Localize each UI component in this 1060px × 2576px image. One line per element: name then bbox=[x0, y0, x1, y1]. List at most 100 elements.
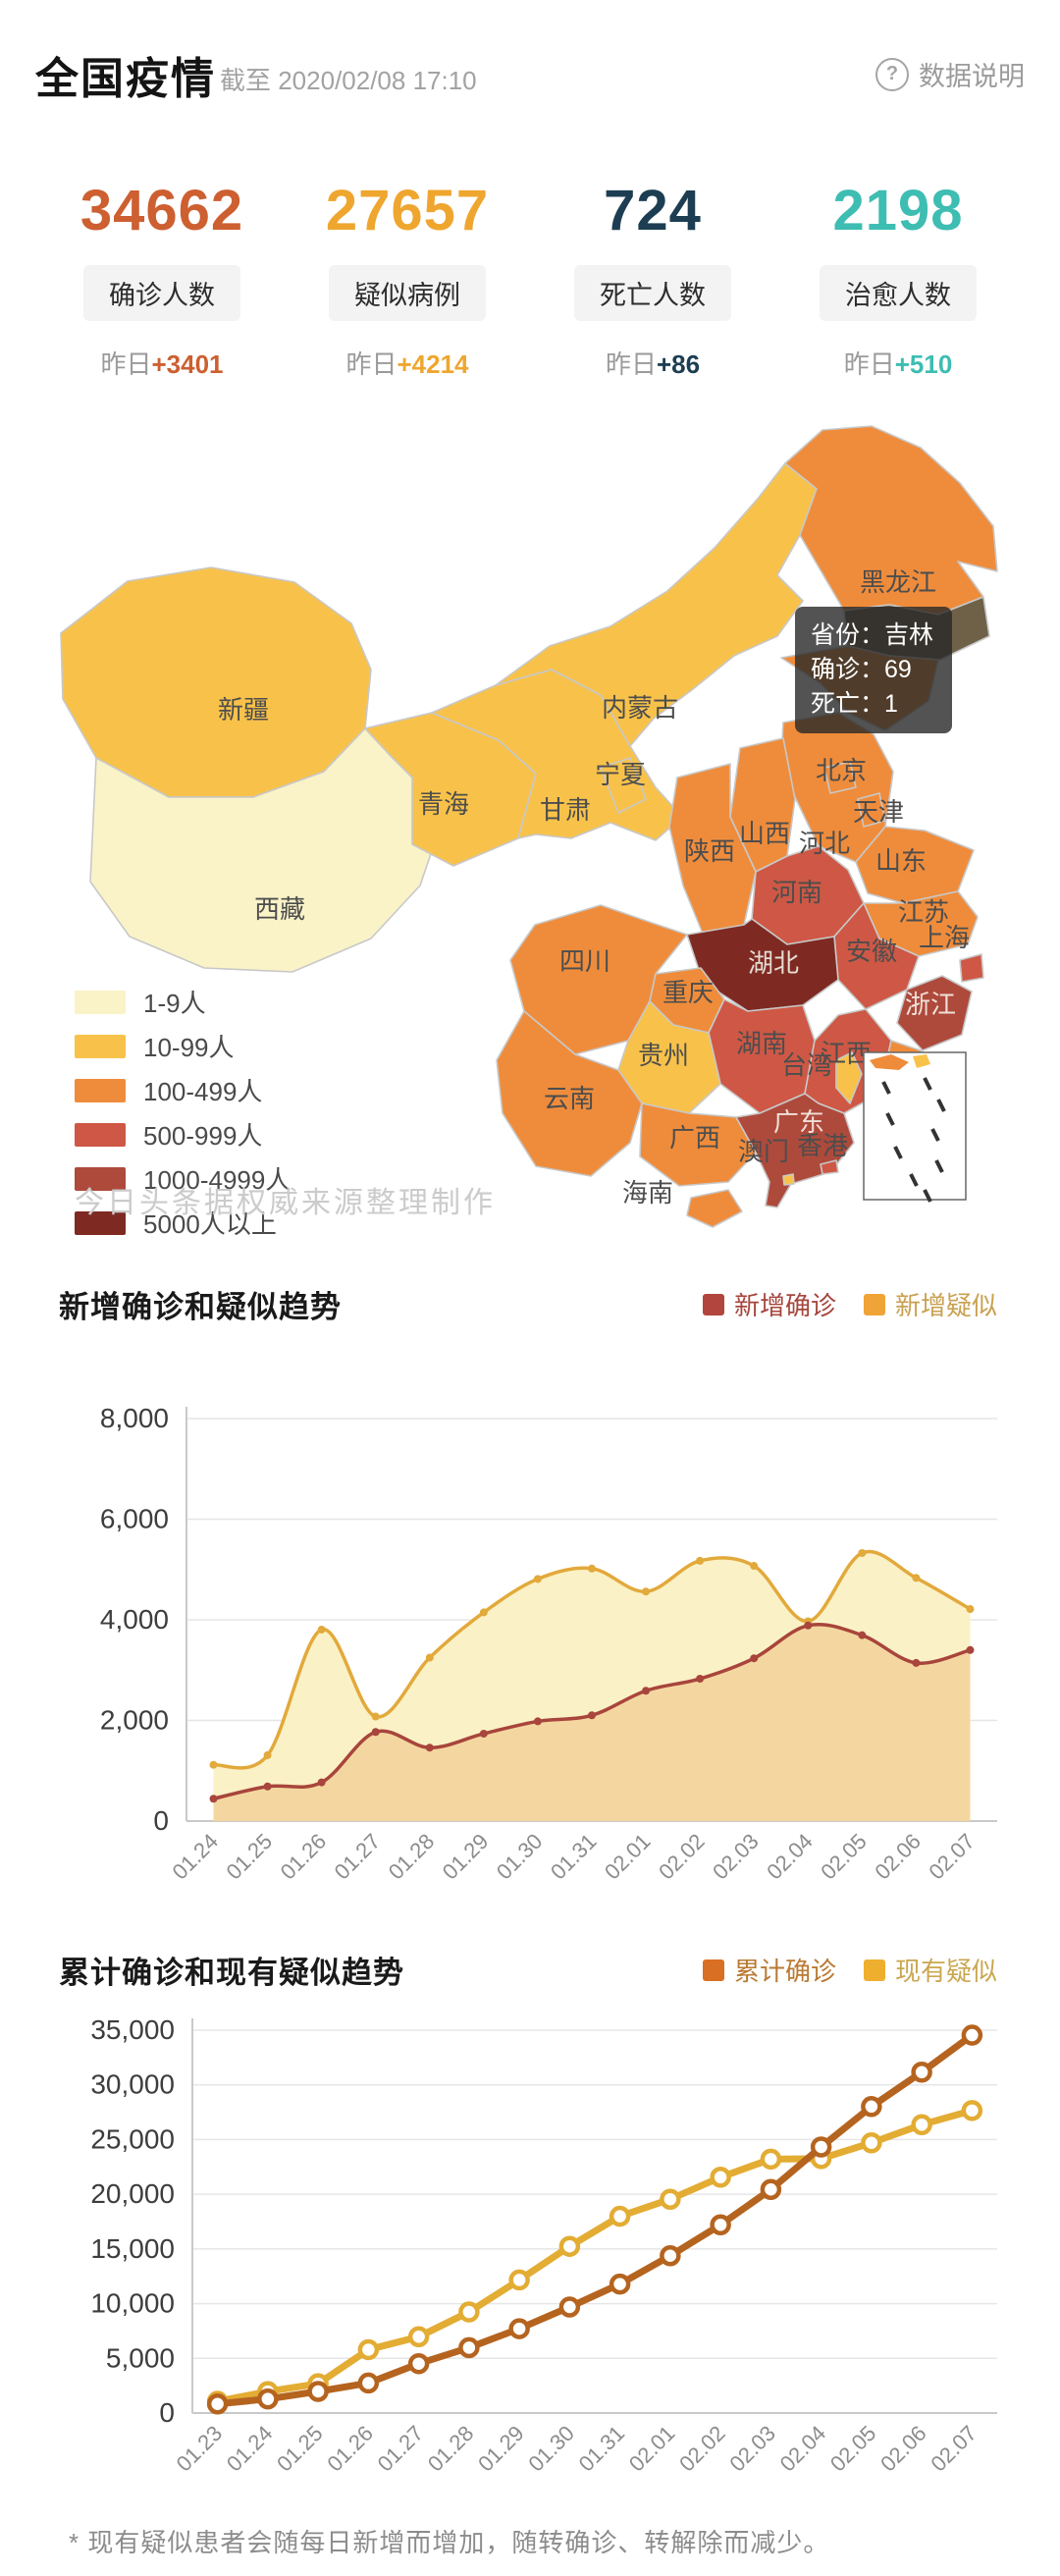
x-tick-label: 02.01 bbox=[600, 1829, 656, 1885]
data-point-新增疑似[interactable] bbox=[588, 1564, 596, 1573]
province-tianjin[interactable] bbox=[857, 792, 886, 828]
data-point-新增疑似[interactable] bbox=[371, 1712, 380, 1721]
data-point-新增确诊[interactable] bbox=[750, 1654, 759, 1663]
data-point-新增疑似[interactable] bbox=[263, 1750, 272, 1759]
data-point-累计确诊[interactable] bbox=[257, 2388, 279, 2410]
province-heilongjiang[interactable] bbox=[784, 425, 998, 616]
data-point-现有疑似[interactable] bbox=[407, 2326, 430, 2348]
data-point-累计确诊[interactable] bbox=[861, 2096, 882, 2118]
province-macau[interactable] bbox=[782, 1173, 795, 1186]
province-hubei[interactable] bbox=[686, 918, 839, 1012]
data-point-新增确诊[interactable] bbox=[912, 1658, 921, 1667]
data-point-累计确诊[interactable] bbox=[458, 2336, 480, 2359]
data-point-新增疑似[interactable] bbox=[750, 1562, 759, 1571]
x-tick-label: 02.05 bbox=[825, 2421, 881, 2477]
province-guangxi[interactable] bbox=[639, 1102, 757, 1187]
data-point-现有疑似[interactable] bbox=[710, 2167, 731, 2188]
x-tick-label: 02.06 bbox=[870, 1829, 926, 1885]
nine-dash-segment bbox=[923, 1189, 932, 1203]
data-point-新增确诊[interactable] bbox=[479, 1729, 488, 1738]
province-xinjiang[interactable] bbox=[60, 566, 372, 798]
province-anhui[interactable] bbox=[833, 902, 920, 1010]
x-tick-label: 01.31 bbox=[574, 2421, 630, 2477]
data-point-现有疑似[interactable] bbox=[508, 2269, 530, 2291]
data-point-现有疑似[interactable] bbox=[961, 2100, 983, 2121]
data-point-新增疑似[interactable] bbox=[966, 1605, 975, 1614]
data-point-现有疑似[interactable] bbox=[558, 2235, 581, 2257]
data-point-新增确诊[interactable] bbox=[533, 1717, 542, 1726]
legend-existing-suspected[interactable]: 现有疑似 bbox=[863, 1952, 997, 1988]
deaths-label: 死亡人数 bbox=[574, 265, 731, 321]
x-tick-label: 02.07 bbox=[926, 2421, 981, 2477]
data-point-新增疑似[interactable] bbox=[317, 1625, 326, 1634]
data-point-新增确诊[interactable] bbox=[966, 1645, 975, 1654]
data-point-累计确诊[interactable] bbox=[660, 2245, 681, 2267]
province-zhejiang[interactable] bbox=[896, 975, 973, 1051]
data-point-累计确诊[interactable] bbox=[810, 2136, 832, 2158]
legend-swatch bbox=[863, 1959, 885, 1981]
data-point-新增疑似[interactable] bbox=[533, 1575, 542, 1583]
province-neimenggu[interactable] bbox=[495, 462, 818, 747]
data-point-新增疑似[interactable] bbox=[912, 1574, 921, 1583]
data-point-新增疑似[interactable] bbox=[642, 1587, 651, 1596]
data-point-新增确诊[interactable] bbox=[696, 1675, 705, 1684]
data-point-新增确诊[interactable] bbox=[317, 1778, 326, 1787]
province-ningxia[interactable] bbox=[600, 757, 647, 814]
data-point-现有疑似[interactable] bbox=[911, 2114, 932, 2136]
legend-cumulative-confirmed[interactable]: 累计确诊 bbox=[702, 1952, 836, 1988]
data-point-现有疑似[interactable] bbox=[861, 2131, 882, 2154]
data-point-累计确诊[interactable] bbox=[407, 2352, 430, 2375]
new-cases-trend-chart[interactable]: 02,0004,0006,0008,00001.2401.2501.2601.2… bbox=[0, 1358, 1060, 1927]
legend-item: 1-9人 bbox=[75, 984, 291, 1020]
data-point-新增确诊[interactable] bbox=[425, 1744, 434, 1752]
province-taiwan[interactable] bbox=[835, 1051, 863, 1104]
data-point-现有疑似[interactable] bbox=[660, 2188, 681, 2210]
data-point-新增确诊[interactable] bbox=[642, 1687, 651, 1695]
province-beijing[interactable] bbox=[823, 761, 857, 794]
series-line-现有疑似[interactable] bbox=[214, 2107, 976, 2405]
data-point-新增疑似[interactable] bbox=[696, 1556, 705, 1565]
y-tick-label: 0 bbox=[153, 1805, 169, 1836]
data-point-现有疑似[interactable] bbox=[458, 2301, 480, 2323]
y-tick-label: 25,000 bbox=[90, 2123, 175, 2154]
x-tick-label: 01.26 bbox=[276, 1829, 332, 1885]
province-hainan[interactable] bbox=[686, 1189, 743, 1228]
data-point-累计确诊[interactable] bbox=[911, 2062, 932, 2083]
data-point-新增疑似[interactable] bbox=[858, 1548, 867, 1557]
province-yunnan[interactable] bbox=[496, 1010, 643, 1177]
data-point-累计确诊[interactable] bbox=[961, 2024, 983, 2046]
data-point-新增疑似[interactable] bbox=[479, 1608, 488, 1617]
data-notes-button[interactable]: ? 数据说明 bbox=[875, 55, 1025, 93]
province-shanghai[interactable] bbox=[959, 953, 984, 983]
data-point-现有疑似[interactable] bbox=[357, 2338, 380, 2361]
data-point-累计确诊[interactable] bbox=[307, 2381, 329, 2402]
data-point-新增疑似[interactable] bbox=[425, 1653, 434, 1662]
series-line-累计确诊[interactable] bbox=[214, 2031, 976, 2408]
data-point-累计确诊[interactable] bbox=[710, 2214, 731, 2236]
data-point-累计确诊[interactable] bbox=[508, 2318, 530, 2339]
data-point-新增疑似[interactable] bbox=[209, 1760, 218, 1769]
data-point-累计确诊[interactable] bbox=[357, 2372, 380, 2394]
data-point-累计确诊[interactable] bbox=[760, 2178, 782, 2201]
data-point-累计确诊[interactable] bbox=[558, 2296, 581, 2318]
data-point-新增确诊[interactable] bbox=[209, 1795, 218, 1803]
province-label-hubei: 湖北 bbox=[748, 948, 799, 978]
data-point-新增确诊[interactable] bbox=[804, 1621, 813, 1630]
data-point-新增确诊[interactable] bbox=[588, 1711, 596, 1720]
province-hongkong[interactable] bbox=[820, 1159, 839, 1175]
data-point-现有疑似[interactable] bbox=[609, 2205, 631, 2227]
province-shandong[interactable] bbox=[855, 826, 975, 904]
legend-new-confirmed[interactable]: 新增确诊 bbox=[702, 1286, 836, 1322]
series-area-新增确诊[interactable] bbox=[213, 1624, 971, 1821]
data-point-累计确诊[interactable] bbox=[206, 2393, 229, 2415]
data-point-新增确诊[interactable] bbox=[858, 1631, 867, 1639]
data-point-新增确诊[interactable] bbox=[263, 1782, 272, 1791]
province-label-hunan: 湖南 bbox=[736, 1029, 787, 1058]
cumulative-trend-chart[interactable]: 0 5,000 10,000 15,000 20,000 25,000 30,000 35,0… bbox=[0, 1999, 1060, 2576]
stats-row: 34662 确诊人数 昨日+3401 27657 疑似病例 昨日+4214 72… bbox=[39, 183, 1021, 381]
legend-new-suspected[interactable]: 新增疑似 bbox=[863, 1286, 997, 1322]
data-point-现有疑似[interactable] bbox=[760, 2148, 782, 2171]
data-point-累计确诊[interactable] bbox=[609, 2273, 631, 2295]
data-point-新增确诊[interactable] bbox=[371, 1728, 380, 1737]
